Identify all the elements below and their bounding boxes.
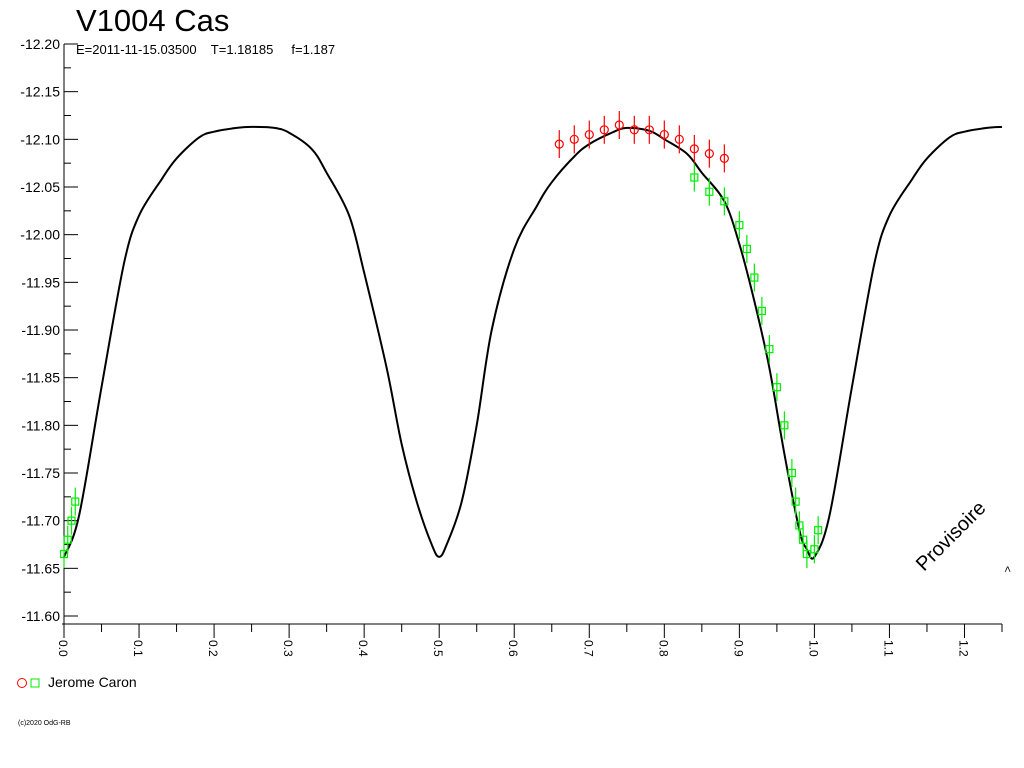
legend: Jerome Caron xyxy=(16,674,137,690)
data-point-square xyxy=(780,421,789,430)
y-tick-label: -11.85 xyxy=(21,370,60,386)
chart-title: V1004 Cas xyxy=(76,3,230,38)
data-point-square xyxy=(795,521,804,530)
y-tick-label: -12.10 xyxy=(20,131,60,147)
legend-label: Jerome Caron xyxy=(48,674,137,690)
data-point-circle xyxy=(719,153,729,163)
x-tick-label: 0.0 xyxy=(56,640,70,657)
x-tick-label: 1.0 xyxy=(806,640,820,657)
y-tick-label: -11.65 xyxy=(21,560,60,576)
x-tick-label: 0.2 xyxy=(206,640,220,657)
x-tick-label: 0.1 xyxy=(131,640,145,657)
y-tick-label: -11.95 xyxy=(21,274,60,290)
x-tick-label: 1.1 xyxy=(881,640,895,657)
legend-markers-icon xyxy=(17,678,40,689)
x-tick-label: 0.7 xyxy=(581,640,595,657)
y-tick-label: -11.90 xyxy=(21,322,60,338)
chart-subtitle: E=2011-11-15.03500 T=1.18185 f=1.187 xyxy=(76,42,336,57)
data-point-square xyxy=(63,535,72,544)
x-tick-label: 0.6 xyxy=(506,640,520,657)
edge-annotation: < xyxy=(1001,566,1013,572)
data-point-square xyxy=(802,549,811,559)
data-point-circle xyxy=(599,125,609,135)
y-tick-label: -12.20 xyxy=(20,36,60,52)
data-point-circle xyxy=(689,144,699,154)
data-point-circle xyxy=(674,134,684,144)
data-point-circle xyxy=(569,134,579,144)
y-tick-label: -11.80 xyxy=(21,417,60,433)
data-point-circle xyxy=(584,129,594,140)
data-point-circle xyxy=(704,149,714,159)
data-point-circle xyxy=(659,129,669,140)
data-point-square xyxy=(720,197,729,206)
copyright-note: (c)2020 OdG-RB xyxy=(18,720,71,727)
data-point-circle xyxy=(554,139,564,149)
x-tick-label: 1.2 xyxy=(956,640,970,657)
y-tick-label: -12.00 xyxy=(20,227,60,243)
data-point-square xyxy=(814,526,823,535)
y-tick-label: -12.15 xyxy=(20,84,60,100)
x-tick-label: 0.4 xyxy=(356,640,370,657)
data-point-circle xyxy=(614,120,624,130)
data-point-square xyxy=(757,306,766,316)
y-tick-label: -11.60 xyxy=(21,608,60,624)
data-point-square xyxy=(71,497,80,506)
data-point-square xyxy=(787,468,796,478)
data-point-square xyxy=(791,497,800,506)
data-point-square xyxy=(765,344,774,354)
data-point-square xyxy=(59,549,69,559)
data-point-square xyxy=(690,173,699,182)
data-point-circle xyxy=(629,125,639,135)
data-point-square xyxy=(799,535,808,544)
data-point-square xyxy=(750,273,759,282)
x-tick-label: 0.5 xyxy=(431,640,445,657)
y-tick-label: -11.70 xyxy=(21,513,60,529)
x-tick-label: 0.3 xyxy=(281,640,295,657)
data-point-square xyxy=(705,187,714,196)
data-point-square xyxy=(772,383,781,392)
y-tick-label: -11.75 xyxy=(21,465,60,481)
data-point-square xyxy=(810,545,819,554)
x-tick-label: 0.8 xyxy=(656,640,670,657)
y-tick-label: -12.05 xyxy=(20,179,60,195)
data-point-square xyxy=(67,516,76,525)
data-point-square xyxy=(735,221,744,230)
model-curve-line xyxy=(63,125,1003,560)
x-tick-label: 0.9 xyxy=(731,640,745,657)
data-point-circle xyxy=(644,125,654,135)
data-point-square xyxy=(742,244,751,254)
